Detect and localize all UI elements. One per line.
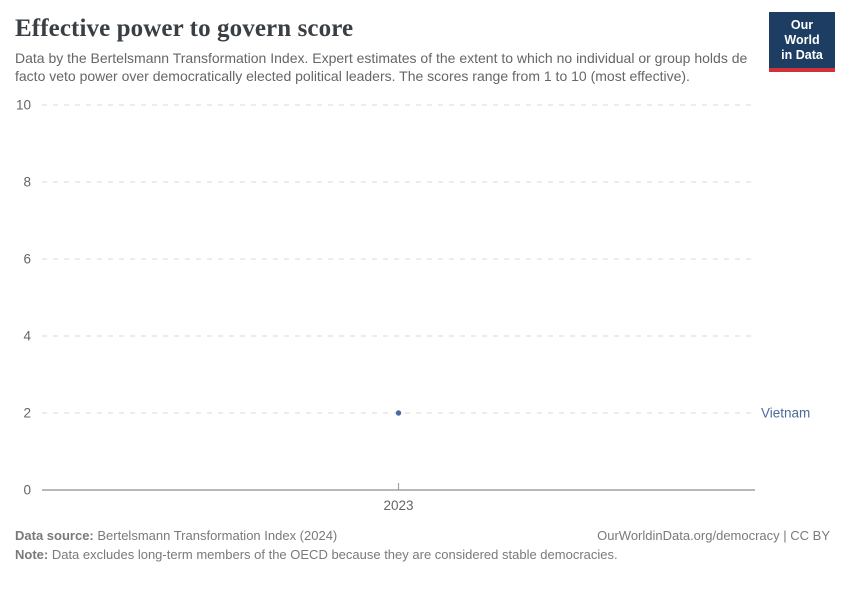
data-point-vietnam[interactable] bbox=[395, 410, 402, 416]
note-line: Note: Data excludes long-term members of… bbox=[15, 547, 618, 562]
y-axis-tick-label: 10 bbox=[16, 98, 31, 113]
y-axis-tick-label: 4 bbox=[23, 329, 31, 344]
page-title: Effective power to govern score bbox=[15, 15, 354, 42]
x-axis-tick-label: 2023 bbox=[383, 498, 413, 513]
series-label-vietnam[interactable]: Vietnam bbox=[761, 406, 810, 421]
data-source-text: Bertelsmann Transformation Index (2024) bbox=[93, 528, 338, 543]
license-link[interactable]: OurWorldinData.org/democracy | CC BY bbox=[597, 528, 830, 543]
y-axis-tick-label: 0 bbox=[23, 483, 31, 498]
footer-row-note: Note: Data excludes long-term members of… bbox=[15, 545, 830, 564]
header-text-block: Effective power to govern score Data by … bbox=[15, 13, 769, 85]
chart-footer: Data source: Bertelsmann Transformation … bbox=[0, 521, 850, 564]
data-source-line: Data source: Bertelsmann Transformation … bbox=[15, 526, 337, 545]
data-source-label: Data source: bbox=[15, 528, 94, 543]
chart-subtitle: Data by the Bertelsmann Transformation I… bbox=[15, 50, 748, 84]
y-axis-tick-label: 8 bbox=[23, 175, 31, 190]
y-axis-tick-label: 2 bbox=[23, 406, 31, 421]
chart-header: Effective power to govern score Data by … bbox=[0, 0, 850, 85]
footer-row-source: Data source: Bertelsmann Transformation … bbox=[15, 526, 830, 545]
owid-logo: Our World in Data bbox=[769, 12, 835, 72]
y-axis-tick-label: 6 bbox=[23, 252, 31, 267]
note-text: Data excludes long-term members of the O… bbox=[48, 547, 618, 562]
owid-logo-line1: Our World bbox=[784, 18, 820, 47]
chart-canvas: 0 2 4 6 8 10 2023 Vietnam bbox=[16, 98, 810, 514]
note-label: Note: bbox=[15, 547, 49, 562]
owid-logo-line2: in Data bbox=[781, 48, 823, 62]
